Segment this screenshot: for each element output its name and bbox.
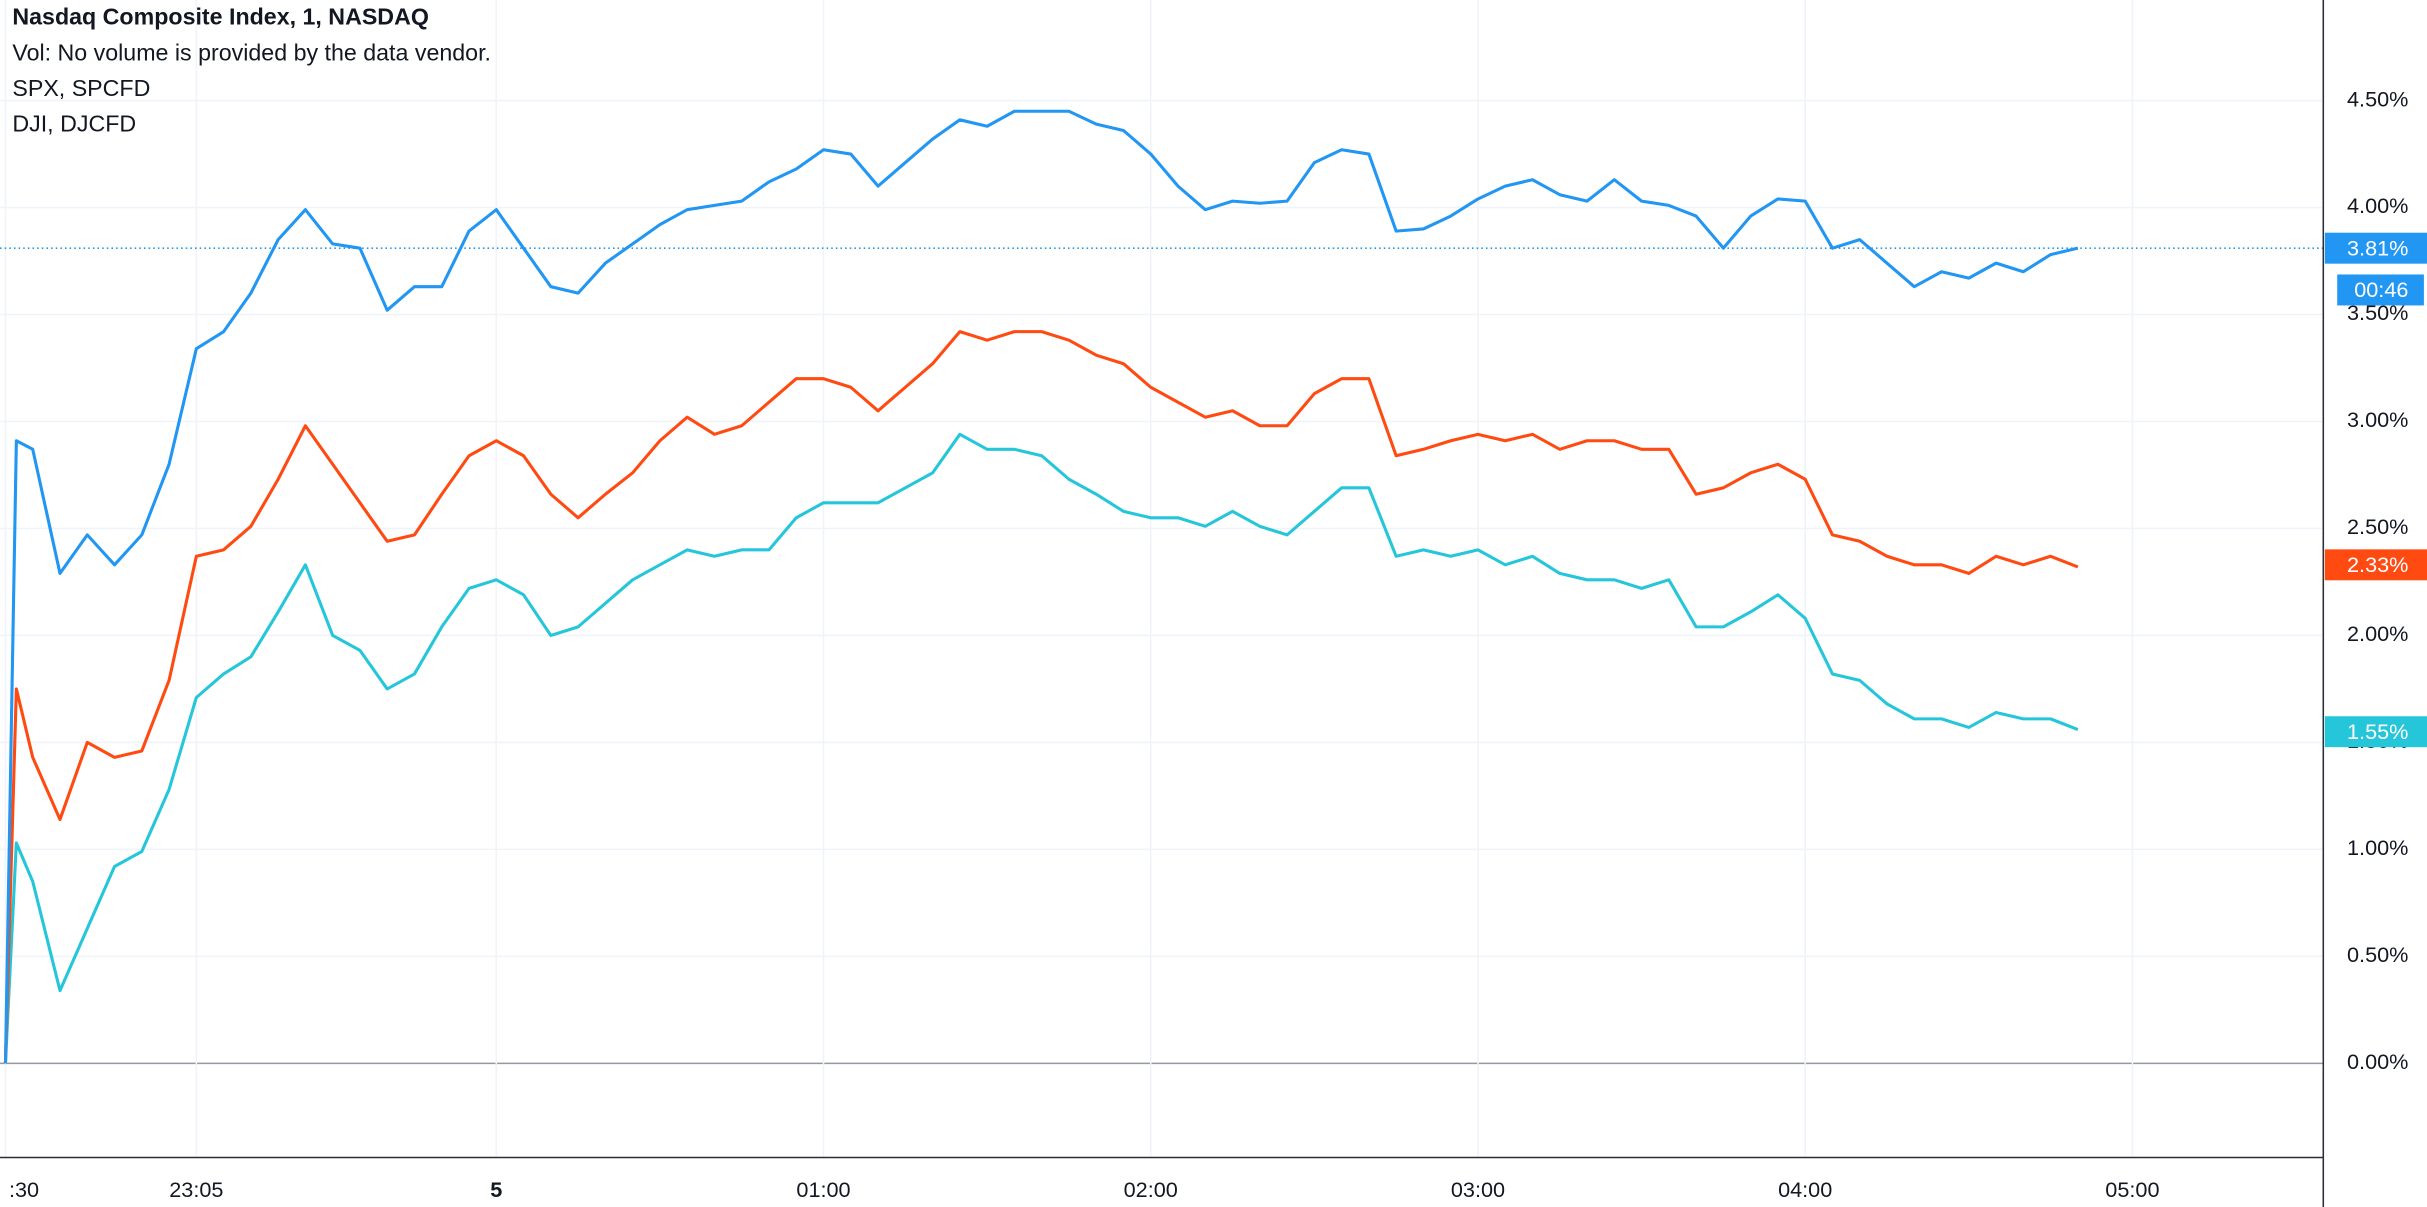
legend: Nasdaq Composite Index, 1, NASDAQ Vol: N…: [12, 4, 491, 137]
y-tick-label: 2.50%: [2347, 514, 2408, 539]
x-tick-label: 02:00: [1124, 1177, 1178, 1202]
price-tag-label: 2.33%: [2347, 552, 2408, 577]
price-tag: [2324, 232, 2427, 264]
subtitle: Vol: No volume is provided by the data v…: [12, 39, 491, 65]
price-tag-label: 1.55%: [2347, 719, 2408, 744]
legend-entry: DJI, DJCFD: [12, 110, 136, 136]
price-tag: [2324, 549, 2427, 581]
price-tag-label: 3.81%: [2347, 235, 2408, 260]
x-tick-label: 5: [490, 1177, 502, 1202]
series-line: [3, 432, 2079, 1064]
y-tick-label: 0.00%: [2347, 1049, 2408, 1074]
chart-title: Nasdaq Composite Index, 1, NASDAQ: [12, 4, 429, 30]
series-line: [3, 330, 2079, 1064]
y-tick-label: 1.00%: [2347, 835, 2408, 860]
axes: 0.00%0.50%1.00%1.50%2.00%2.50%3.00%3.50%…: [9, 86, 2427, 1202]
x-tick-label: 04:00: [1778, 1177, 1832, 1202]
x-tick-label: 01:00: [796, 1177, 850, 1202]
countdown-label: 00:46: [2354, 277, 2408, 302]
y-tick-label: 2.00%: [2347, 621, 2408, 646]
y-tick-label: 4.00%: [2347, 193, 2408, 218]
y-tick-label: 0.50%: [2347, 942, 2408, 967]
plot: [0, 109, 2324, 1064]
x-tick-label: 23:05: [169, 1177, 223, 1202]
legend-entry: SPX, SPCFD: [12, 75, 150, 101]
y-tick-label: 3.00%: [2347, 407, 2408, 432]
y-tick-label: 4.50%: [2347, 86, 2408, 111]
x-tick-label: 03:00: [1451, 1177, 1505, 1202]
countdown-tag: [2337, 274, 2424, 306]
x-tick-label: 05:00: [2105, 1177, 2159, 1202]
price-tag: [2324, 716, 2427, 748]
series-line: [3, 109, 2079, 1064]
x-tick-label: :30: [9, 1177, 39, 1202]
